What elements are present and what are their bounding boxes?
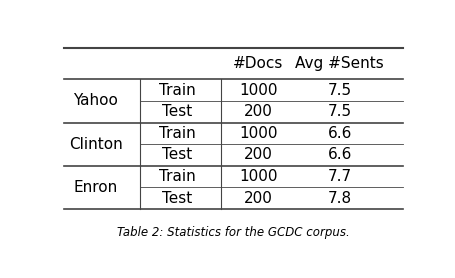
Text: #Docs: #Docs	[233, 56, 283, 71]
Text: 1000: 1000	[239, 83, 277, 98]
Text: 200: 200	[243, 104, 272, 119]
Text: Train: Train	[158, 126, 195, 141]
Text: 6.6: 6.6	[327, 147, 351, 162]
Text: 7.5: 7.5	[327, 83, 351, 98]
Text: 7.8: 7.8	[327, 191, 351, 206]
Text: Clinton: Clinton	[69, 136, 122, 152]
Text: Table 2: Statistics for the GCDC corpus.: Table 2: Statistics for the GCDC corpus.	[117, 226, 349, 239]
Text: Train: Train	[158, 83, 195, 98]
Text: 1000: 1000	[239, 126, 277, 141]
Text: 200: 200	[243, 191, 272, 206]
Text: Test: Test	[162, 147, 192, 162]
Text: Avg #Sents: Avg #Sents	[295, 56, 383, 71]
Text: 7.5: 7.5	[327, 104, 351, 119]
Text: 200: 200	[243, 147, 272, 162]
Text: 1000: 1000	[239, 169, 277, 184]
Text: Train: Train	[158, 169, 195, 184]
Text: Test: Test	[162, 104, 192, 119]
Text: 7.7: 7.7	[327, 169, 351, 184]
Text: Test: Test	[162, 191, 192, 206]
Text: 6.6: 6.6	[327, 126, 351, 141]
Text: Enron: Enron	[74, 180, 118, 195]
Text: Yahoo: Yahoo	[73, 93, 118, 108]
